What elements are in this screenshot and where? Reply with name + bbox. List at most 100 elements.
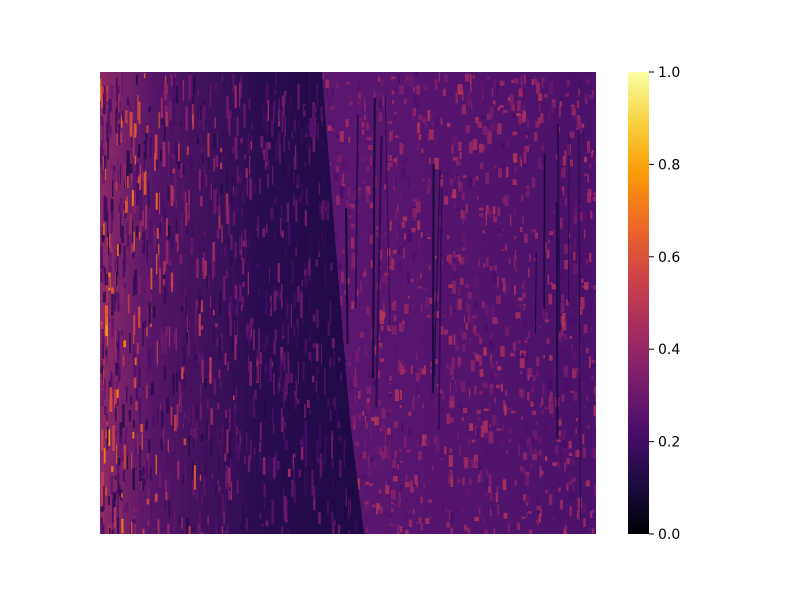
texture-streak (239, 82, 242, 99)
texture-speck (462, 175, 467, 178)
texture-speck (499, 105, 504, 108)
texture-streak (309, 292, 311, 316)
texture-streak (300, 292, 303, 318)
texture-streak (221, 526, 224, 534)
texture-speck (327, 125, 332, 131)
texture-streak (215, 519, 217, 534)
texture-streak (145, 205, 147, 230)
texture-speck (455, 160, 461, 166)
texture-speck (524, 145, 529, 152)
texture-streak (168, 153, 169, 178)
texture-speck (518, 88, 523, 97)
texture-streak (161, 359, 163, 374)
texture-streak (347, 497, 350, 520)
texture-speck (321, 72, 326, 78)
texture-streak (232, 281, 236, 298)
texture-streak (241, 505, 244, 528)
texture-speck (591, 150, 594, 155)
texture-streak (118, 365, 120, 382)
texture-speck (475, 460, 478, 465)
texture-speck (581, 250, 585, 260)
texture-speck (492, 216, 498, 223)
texture-streak (117, 401, 119, 407)
texture-speck (382, 302, 385, 312)
texture-speck (399, 322, 404, 332)
texture-speck (348, 362, 351, 366)
texture-streak (292, 260, 294, 284)
texture-speck (517, 100, 521, 112)
texture-speck (404, 482, 410, 488)
texture-speck (344, 290, 348, 295)
texture-streak (133, 376, 137, 389)
texture-speck (527, 406, 529, 411)
texture-speck (374, 416, 379, 426)
texture-streak (272, 166, 274, 185)
texture-streak (177, 169, 180, 178)
texture-speck (494, 141, 498, 154)
texture-streak (165, 279, 168, 299)
texture-speck (529, 391, 531, 400)
texture-streak (156, 228, 159, 239)
texture-speck (527, 118, 530, 128)
texture-speck (455, 380, 457, 386)
texture-streak (141, 210, 144, 226)
texture-streak (193, 216, 197, 222)
texture-streak (220, 183, 224, 195)
texture-speck (364, 479, 366, 487)
texture-speck (549, 82, 554, 94)
texture-speck (579, 381, 584, 393)
texture-speck (573, 345, 575, 348)
texture-speck (575, 127, 580, 130)
texture-streak (148, 209, 151, 225)
texture-speck (455, 255, 459, 258)
texture-streak (240, 208, 243, 216)
texture-speck (408, 230, 412, 242)
texture-speck (453, 250, 456, 258)
texture-streak (227, 149, 230, 162)
texture-speck (591, 528, 594, 534)
texture-speck (414, 475, 418, 485)
texture-speck (564, 381, 569, 390)
texture-streak (221, 278, 223, 299)
texture-speck (453, 334, 456, 345)
texture-speck (595, 415, 596, 427)
texture-speck (381, 451, 386, 460)
texture-speck (530, 464, 533, 467)
texture-speck (541, 166, 545, 170)
texture-streak (155, 192, 158, 210)
texture-speck (406, 75, 409, 81)
texture-speck (494, 265, 497, 273)
texture-streak (282, 217, 284, 222)
texture-streak (281, 525, 283, 534)
texture-speck (418, 516, 422, 524)
texture-speck (510, 474, 512, 481)
texture-streak (220, 440, 222, 457)
texture-streak (135, 100, 137, 110)
texture-speck (485, 213, 487, 226)
texture-speck (561, 394, 565, 402)
texture-speck (444, 196, 449, 205)
texture-streak (125, 502, 129, 512)
texture-speck (338, 262, 341, 270)
texture-speck (420, 304, 423, 313)
texture-streak (135, 309, 138, 334)
texture-streak (228, 434, 231, 458)
texture-speck (523, 391, 526, 399)
texture-speck (370, 457, 375, 462)
texture-streak (196, 137, 200, 145)
texture-streak (182, 346, 186, 365)
texture-streak (209, 357, 212, 384)
texture-speck (469, 459, 474, 469)
texture-streak (133, 419, 135, 428)
texture-streak (199, 175, 203, 199)
texture-streak (204, 463, 207, 479)
texture-streak (235, 305, 238, 317)
texture-streak (108, 251, 111, 276)
texture-speck (413, 396, 415, 401)
texture-streak (191, 461, 193, 480)
texture-speck (458, 182, 463, 192)
texture-streak (317, 475, 320, 481)
texture-speck (489, 339, 494, 350)
texture-streak (133, 330, 135, 345)
texture-speck (416, 85, 421, 95)
